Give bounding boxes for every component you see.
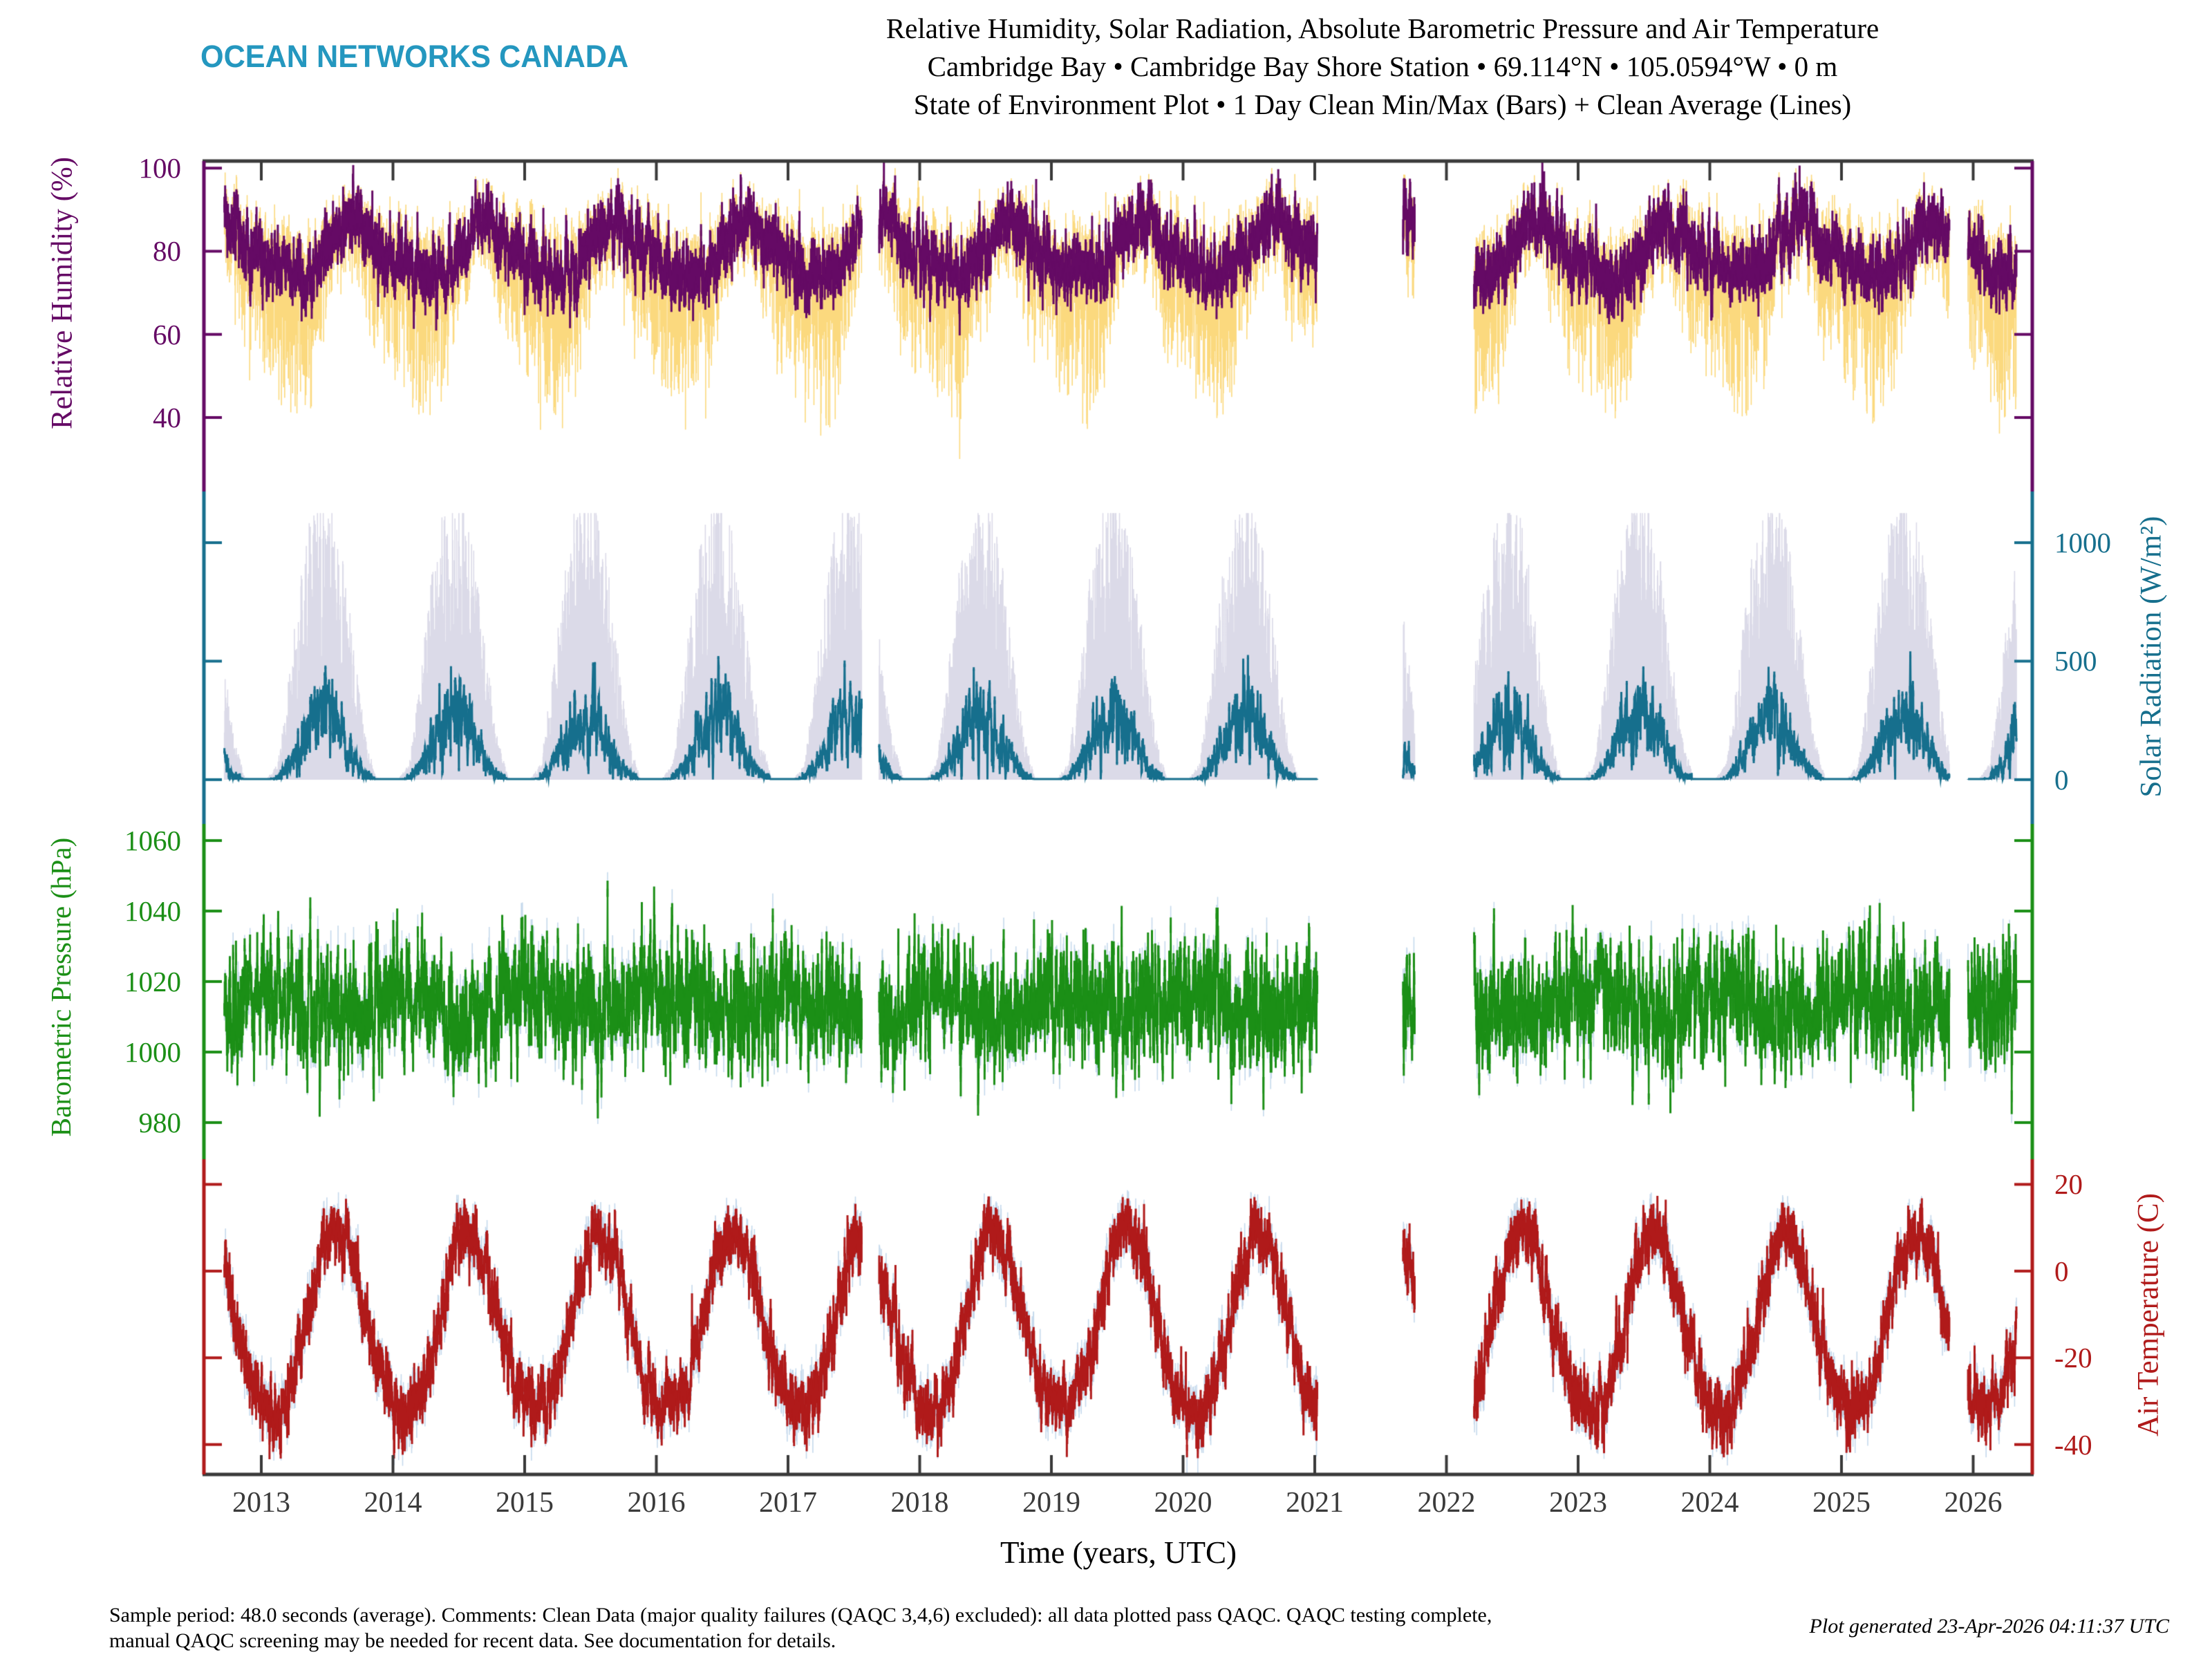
x-tick-label-2022: 2022 bbox=[1417, 1487, 1476, 1519]
humidity-tick-label: 40 bbox=[153, 401, 181, 433]
solar-tick-label: 0 bbox=[2054, 763, 2069, 796]
title-line-1: Relative Humidity, Solar Radiation, Abso… bbox=[885, 12, 1880, 44]
humidity-tick-label: 60 bbox=[153, 318, 181, 350]
solar-tick-label: 1000 bbox=[2054, 527, 2111, 559]
temperature-tick-label: 20 bbox=[2054, 1168, 2083, 1201]
x-tick-label-2021: 2021 bbox=[1286, 1487, 1344, 1519]
temperature-tick-label: -20 bbox=[2054, 1342, 2092, 1374]
x-tick-label-2015: 2015 bbox=[496, 1487, 554, 1519]
pressure-tick-label: 1000 bbox=[124, 1035, 181, 1068]
humidity-tick-label: 100 bbox=[138, 152, 182, 185]
pressure-tick-label: 1020 bbox=[124, 965, 181, 997]
footer-comments: Sample period: 48.0 seconds (average). C… bbox=[109, 1602, 1671, 1653]
x-tick-label-2023: 2023 bbox=[1549, 1487, 1607, 1519]
x-tick-label-2020: 2020 bbox=[1154, 1487, 1212, 1519]
x-tick-label-2018: 2018 bbox=[890, 1487, 949, 1519]
footer-comments-line-2: manual QAQC screening may be needed for … bbox=[109, 1629, 836, 1652]
title-line-3: State of Environment Plot • 1 Day Clean … bbox=[913, 88, 1852, 120]
pressure-tick-label: 980 bbox=[138, 1106, 182, 1138]
plot-generated-timestamp: Plot generated 23-Apr-2026 04:11:37 UTC bbox=[1809, 1615, 2169, 1638]
temperature-tick-label: 0 bbox=[2054, 1255, 2069, 1287]
x-tick-label-2025: 2025 bbox=[1812, 1487, 1871, 1519]
x-tick-label-2019: 2019 bbox=[1022, 1487, 1080, 1519]
pressure-tick-label: 1040 bbox=[124, 894, 181, 927]
humidity-axis-label: Relative Humidity (%) bbox=[46, 156, 79, 430]
humidity-tick-label: 80 bbox=[153, 235, 181, 268]
footer-comments-line-1: Sample period: 48.0 seconds (average). C… bbox=[109, 1604, 1492, 1627]
x-axis-label: Time (years, UTC) bbox=[1000, 1535, 1237, 1570]
x-tick-label-2026: 2026 bbox=[1944, 1487, 2003, 1519]
x-tick-label-2024: 2024 bbox=[1680, 1487, 1739, 1519]
solar-tick-label: 500 bbox=[2054, 645, 2097, 677]
temperature-tick-label: -40 bbox=[2054, 1428, 2092, 1461]
x-tick-label-2017: 2017 bbox=[759, 1487, 817, 1519]
x-tick-label-2014: 2014 bbox=[364, 1487, 422, 1519]
x-tick-label-2016: 2016 bbox=[627, 1487, 686, 1519]
x-tick-label-2013: 2013 bbox=[232, 1487, 290, 1519]
pressure-tick-label: 1060 bbox=[124, 824, 181, 856]
temperature-axis-label: Air Temperature (C) bbox=[2132, 1193, 2165, 1436]
onc-logo: OCEAN NETWORKS CANADA bbox=[200, 39, 629, 74]
title-line-2: Cambridge Bay • Cambridge Bay Shore Stat… bbox=[927, 50, 1838, 82]
plot-title: Relative Humidity, Solar Radiation, Abso… bbox=[719, 10, 2046, 124]
